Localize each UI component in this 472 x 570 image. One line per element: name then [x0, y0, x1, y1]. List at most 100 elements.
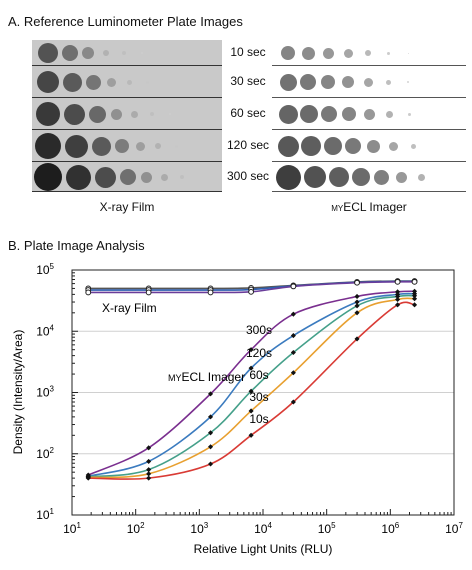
imager-caption: myECL Imager	[272, 200, 466, 214]
imager-strip-3	[272, 98, 466, 130]
imager-panel	[272, 40, 466, 192]
x-tick-label: 104	[254, 521, 272, 536]
plate-spot	[324, 137, 342, 155]
data-point	[146, 471, 152, 477]
imager-caption-rest: ECL Imager	[343, 200, 407, 214]
time-label: 300 sec	[226, 169, 270, 183]
series-labels: 300s 120s 60s 30s 10s X-ray Film MYECL Imager	[102, 301, 272, 426]
data-point	[207, 430, 214, 436]
film-series-label: X-ray Film	[102, 301, 157, 315]
data-point	[290, 283, 297, 290]
plate-spot	[126, 79, 132, 85]
plate-spot	[301, 46, 315, 60]
plate-spot	[85, 74, 101, 90]
plate-spot	[110, 108, 122, 120]
series-line	[87, 290, 415, 476]
chart-title: B. Plate Image Analysis	[8, 238, 145, 253]
x-tick-label: 101	[63, 521, 81, 536]
series-line	[88, 301, 415, 480]
data-point	[248, 347, 254, 353]
data-point	[290, 311, 296, 317]
plate-spot	[34, 163, 62, 191]
x-axis-label: Relative Light Units (RLU)	[194, 542, 333, 556]
plate-spot	[277, 135, 299, 157]
xray-film-caption: X-ray Film	[99, 200, 155, 214]
plate-spot	[373, 169, 389, 185]
plate-spot	[155, 143, 161, 149]
plate-spot	[145, 80, 149, 84]
plate-spot	[36, 102, 60, 126]
time-label: 60 sec	[230, 106, 266, 120]
data-point	[411, 278, 418, 285]
y-axis-label: Density (Intensity/Area)	[11, 330, 25, 455]
data-point	[85, 475, 91, 481]
plate-spot	[275, 164, 301, 190]
plate-spot	[321, 75, 335, 89]
plate-spot	[352, 168, 370, 186]
series-label: 120s	[246, 346, 272, 360]
plate-spot	[279, 73, 297, 91]
plate-spot	[278, 104, 298, 124]
film-strip-2	[32, 66, 222, 98]
plate-spot	[407, 112, 411, 116]
data-point	[207, 461, 214, 467]
plate-spot	[150, 112, 154, 116]
data-point	[85, 289, 92, 296]
data-point	[354, 293, 360, 299]
data-point	[395, 302, 401, 308]
grid-lines	[72, 330, 454, 455]
data-point	[145, 289, 152, 296]
plate-spot	[38, 43, 58, 63]
data-point	[248, 408, 254, 414]
plate-spot	[141, 52, 143, 54]
data-point	[146, 445, 152, 451]
data-point	[146, 458, 152, 464]
data-point	[411, 296, 418, 302]
film-strip-3	[32, 98, 222, 130]
plate-spot	[363, 77, 373, 87]
imager-strip-5	[272, 162, 466, 192]
plate-spot	[342, 107, 356, 121]
data-point	[207, 444, 214, 450]
data-point	[354, 336, 360, 342]
plate-spot	[304, 166, 326, 188]
plate-spot	[91, 136, 111, 156]
plate-spot	[386, 51, 390, 55]
imager-strip-2	[272, 66, 466, 98]
data-point	[146, 467, 152, 473]
plate-spot	[385, 79, 391, 85]
data-point	[411, 302, 418, 308]
plate-spot	[329, 167, 349, 187]
plate-spot	[343, 48, 353, 58]
plate-spot	[407, 52, 409, 54]
plate-spot	[140, 171, 152, 183]
x-tick-label: 103	[190, 521, 208, 536]
series-label: 60s	[249, 368, 268, 382]
series-line	[88, 297, 415, 479]
plate-spot	[395, 171, 407, 183]
plate-spot	[106, 77, 116, 87]
series-label: 300s	[246, 323, 272, 337]
plate-spot	[37, 71, 59, 93]
data-point	[248, 365, 254, 371]
plate-spot	[342, 76, 354, 88]
time-label: 30 sec	[230, 74, 266, 88]
data-point	[395, 296, 401, 303]
x-tick-label: 102	[127, 521, 145, 536]
plate-spot	[388, 141, 398, 151]
section-a-title: A. Reference Luminometer Plate Images	[8, 14, 243, 29]
plate-spot	[322, 47, 334, 59]
film-strip-4	[32, 130, 222, 162]
plate-spot	[300, 74, 316, 90]
plate-spot	[64, 134, 88, 158]
axis-ticks: 101 102 103 104 105 101 102 103 104 105 106 107	[36, 262, 463, 536]
plate-spot	[160, 173, 168, 181]
imager-series-label: MYECL Imager	[168, 370, 245, 384]
plate-spot	[345, 138, 361, 154]
data-point	[290, 370, 296, 376]
time-label: 120 sec	[226, 138, 270, 152]
data-point	[248, 432, 254, 438]
plate-spot	[103, 50, 109, 56]
plate-spot	[417, 173, 425, 181]
